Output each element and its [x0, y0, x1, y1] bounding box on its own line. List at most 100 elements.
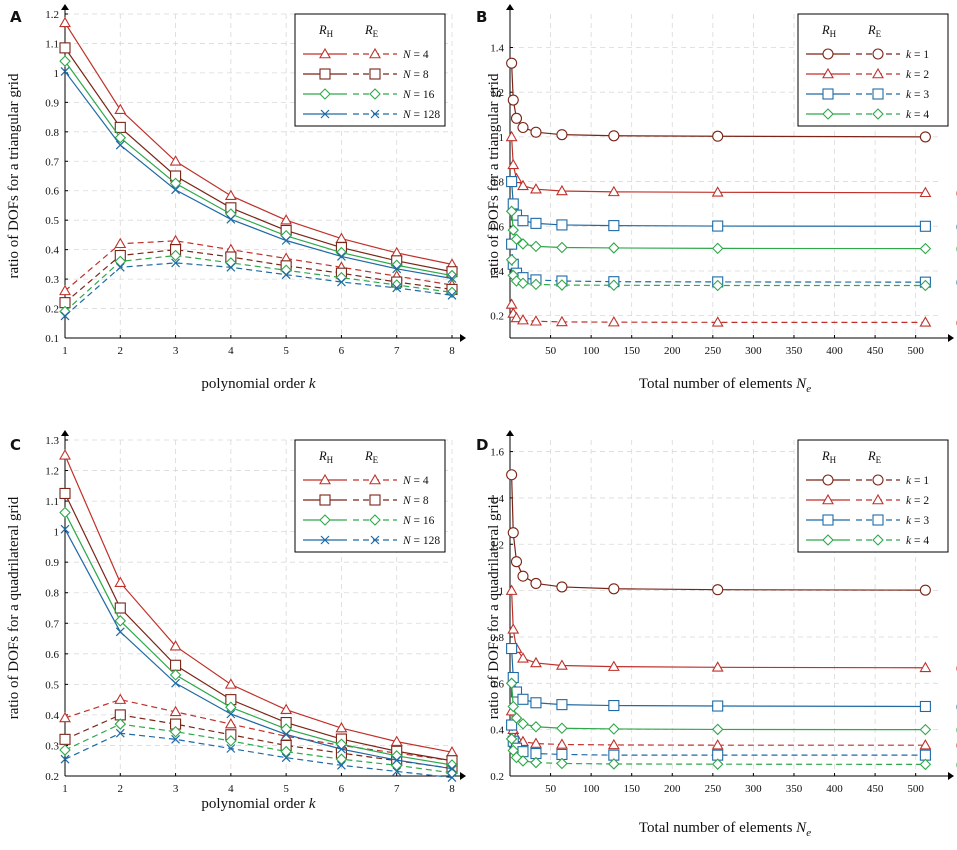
legend-entry-label: k = 2 — [906, 495, 929, 507]
legend-entry-label: k = 1 — [906, 475, 929, 487]
data-point-rh — [556, 722, 568, 735]
x-axis-label: polynomial order k — [201, 796, 315, 812]
legend-box — [797, 13, 949, 127]
y-tick-label: 0.8 — [45, 588, 59, 600]
x-tick-label: 400 — [826, 783, 843, 795]
x-tick-label: 100 — [583, 345, 600, 357]
data-point-re — [505, 254, 518, 266]
legend-re-marker — [872, 474, 884, 486]
legend-rh-marker — [320, 109, 330, 119]
y-tick-label: 0.3 — [45, 274, 59, 286]
data-point-re — [608, 758, 620, 770]
data-point-re — [60, 754, 70, 764]
series-re-line — [64, 714, 453, 769]
series-re-line — [64, 254, 453, 312]
legend-re-marker — [369, 88, 381, 100]
y-tick-label: 1.3 — [45, 435, 59, 447]
data-point-rh — [530, 126, 542, 138]
data-point-re — [392, 283, 402, 293]
data-point-re — [169, 705, 182, 717]
legend-entry: N = 4 — [303, 47, 429, 61]
data-point-rh — [608, 220, 620, 232]
data-point-rh — [337, 251, 346, 261]
series-rh-line — [64, 493, 453, 762]
data-point-rh — [59, 449, 71, 460]
data-point-re — [711, 279, 724, 292]
y-tick-label: 0.4 — [45, 245, 59, 257]
data-point-rh — [712, 220, 724, 232]
data-point-rh — [224, 189, 237, 201]
data-point-rh — [555, 659, 568, 670]
data-point-rh — [510, 112, 523, 124]
data-point-rh — [607, 660, 620, 671]
data-point-re — [59, 733, 71, 745]
data-point-rh — [505, 205, 518, 218]
data-point-re — [281, 270, 291, 280]
x-tick-label: 350 — [786, 783, 803, 795]
series-0 — [59, 449, 458, 766]
data-point-rh — [712, 130, 724, 142]
x-tick-label: 500 — [907, 345, 924, 357]
y-tick-label: 0.6 — [490, 221, 504, 233]
data-point-rh — [510, 233, 523, 246]
data-point-rh — [711, 186, 724, 197]
legend-rh-marker — [320, 535, 330, 545]
x-tick-label: 300 — [745, 345, 762, 357]
data-point-rh — [607, 185, 620, 197]
data-point-rh — [507, 158, 520, 170]
data-point-rh — [226, 709, 236, 719]
data-point-rh — [530, 656, 542, 668]
x-axis-label: Total number of elements Ne — [639, 820, 811, 839]
data-point-rh — [711, 242, 724, 255]
data-point-rh — [59, 42, 71, 54]
series-2: 0.50 — [506, 643, 957, 761]
data-point-rh — [510, 686, 523, 698]
legend-rh-marker — [319, 494, 331, 506]
x-tick-label: 50 — [545, 783, 557, 795]
y-axis-arrow — [61, 4, 69, 10]
series-rh-line — [64, 528, 453, 770]
legend-rh-marker — [822, 67, 834, 79]
x-tick-label: 450 — [867, 345, 884, 357]
y-tick-label: 0.9 — [45, 97, 59, 109]
x-tick-label: 3 — [173, 345, 179, 357]
data-point-rh — [390, 735, 403, 746]
data-point-rh — [281, 236, 291, 245]
data-point-re — [59, 711, 71, 723]
series-rh-line — [64, 60, 453, 277]
legend-entry-label: N = 128 — [402, 109, 440, 121]
data-point-re — [281, 753, 291, 763]
data-point-rh — [919, 700, 931, 713]
legend-re-marker — [872, 67, 884, 79]
data-point-rh — [280, 703, 293, 715]
data-point-rh — [510, 712, 523, 724]
data-point-rh — [169, 669, 182, 681]
chart-panel-C: 1 2 3 4 5 6 7 8 0.2 0.3 0.4 0.5 0.6 0.7 0.8 0.9 1 1.1 1.2 1… — [6, 430, 466, 812]
x-axis-label: polynomial order k — [201, 376, 315, 392]
series-3 — [60, 67, 457, 321]
x-tick-label: 400 — [826, 345, 843, 357]
data-point-rh — [505, 584, 518, 595]
panel-label: D — [476, 436, 488, 454]
legend-re-marker — [872, 534, 884, 546]
legend-rh-marker — [319, 68, 331, 80]
legend-entry: N = 4 — [303, 473, 429, 487]
legend-entry: N = 8 — [303, 494, 429, 507]
data-point-rh — [556, 581, 568, 593]
x-tick-label: 6 — [339, 345, 345, 357]
data-point-re — [115, 262, 125, 272]
data-point-re — [919, 758, 932, 771]
x-tick-label: 4 — [228, 783, 234, 795]
x-axis-arrow — [460, 772, 466, 780]
data-point-rh — [530, 577, 542, 589]
legend-re-marker — [370, 109, 380, 119]
data-point-re — [510, 311, 523, 323]
series-re-line — [64, 240, 453, 292]
x-tick-label: 5 — [283, 783, 289, 795]
data-point-re — [505, 733, 518, 745]
legend-rh-marker — [319, 514, 331, 526]
legend-re-marker — [369, 494, 381, 506]
legend-re-marker — [872, 514, 884, 526]
legend-entry-label: N = 16 — [402, 515, 435, 527]
legend-rh-marker — [822, 534, 834, 546]
